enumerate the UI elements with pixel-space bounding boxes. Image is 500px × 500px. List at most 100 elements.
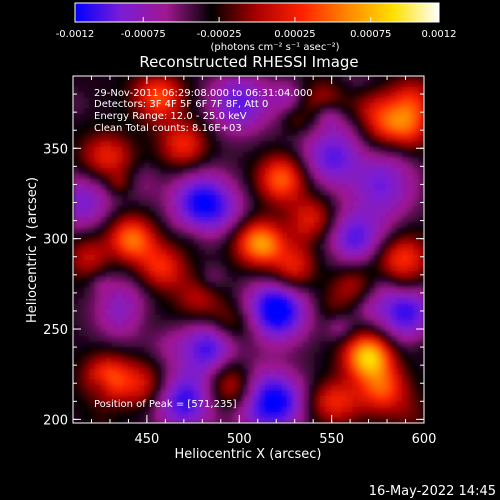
heatmap-cell bbox=[138, 97, 145, 104]
heatmap-cell bbox=[243, 238, 250, 245]
heatmap-cell bbox=[188, 412, 195, 419]
heatmap-cell bbox=[336, 368, 343, 375]
heatmap-cell bbox=[127, 390, 134, 397]
heatmap-cell bbox=[330, 309, 337, 316]
heatmap-cell bbox=[111, 336, 118, 343]
heatmap-cell bbox=[347, 216, 354, 223]
heatmap-cell bbox=[171, 395, 178, 402]
heatmap-cell bbox=[237, 347, 244, 354]
heatmap-cell bbox=[380, 336, 387, 343]
heatmap-cell bbox=[221, 319, 228, 326]
heatmap-cell bbox=[352, 341, 359, 348]
heatmap-cell bbox=[78, 162, 85, 169]
heatmap-cell bbox=[418, 412, 424, 419]
heatmap-cell bbox=[177, 271, 184, 278]
heatmap-cell bbox=[281, 357, 288, 364]
heatmap-cell bbox=[199, 292, 206, 299]
heatmap-cell bbox=[243, 168, 250, 175]
heatmap-cell bbox=[188, 363, 195, 370]
heatmap-cell bbox=[330, 249, 337, 256]
heatmap-cell bbox=[94, 113, 102, 120]
heatmap-cell bbox=[94, 81, 102, 88]
heatmap-cell bbox=[402, 113, 409, 120]
heatmap-cell bbox=[396, 347, 403, 354]
heatmap-cell bbox=[122, 108, 129, 115]
heatmap-cell bbox=[407, 309, 414, 316]
heatmap-cell bbox=[171, 162, 178, 169]
heatmap-cell bbox=[418, 352, 424, 359]
heatmap-cell bbox=[237, 206, 244, 213]
heatmap-cell bbox=[122, 211, 129, 218]
heatmap-cell bbox=[133, 211, 140, 218]
heatmap-cell bbox=[347, 282, 354, 289]
heatmap-cell bbox=[358, 271, 365, 278]
heatmap-cell bbox=[73, 168, 80, 175]
heatmap-cell bbox=[243, 417, 250, 423]
heatmap-cell bbox=[380, 401, 387, 408]
heatmap-cell bbox=[221, 173, 228, 180]
heatmap-cell bbox=[297, 206, 304, 213]
heatmap-cell bbox=[83, 412, 91, 419]
heatmap-cell bbox=[303, 319, 310, 326]
heatmap-cell bbox=[182, 162, 189, 169]
heatmap-cell bbox=[188, 189, 195, 196]
heatmap-cell bbox=[171, 124, 178, 131]
heatmap-cell bbox=[391, 135, 398, 142]
heatmap-cell bbox=[78, 195, 85, 202]
heatmap-cell bbox=[171, 390, 178, 397]
heatmap-cell bbox=[221, 179, 228, 186]
heatmap-cell bbox=[182, 184, 189, 191]
heatmap-cell bbox=[259, 260, 266, 267]
heatmap-cell bbox=[391, 97, 398, 104]
heatmap-cell bbox=[330, 298, 337, 305]
heatmap-cell bbox=[193, 162, 200, 169]
heatmap-cell bbox=[237, 292, 244, 299]
heatmap-cell bbox=[160, 157, 167, 164]
heatmap-cell bbox=[391, 254, 398, 261]
heatmap-cell bbox=[182, 330, 189, 337]
heatmap-cell bbox=[292, 395, 299, 402]
heatmap-cell bbox=[270, 151, 277, 158]
heatmap-cell bbox=[391, 189, 398, 196]
heatmap-cell bbox=[253, 238, 261, 245]
heatmap-cell bbox=[396, 303, 403, 310]
heatmap-cell bbox=[155, 276, 162, 283]
heatmap-cell bbox=[177, 249, 184, 256]
heatmap-cell bbox=[78, 97, 85, 104]
heatmap-cell bbox=[286, 271, 293, 278]
heatmap-cell bbox=[325, 379, 332, 386]
heatmap-cell bbox=[105, 276, 112, 283]
heatmap-cell bbox=[215, 168, 222, 175]
heatmap-cell bbox=[237, 374, 244, 381]
heatmap-cell bbox=[204, 206, 211, 213]
heatmap-cell bbox=[319, 417, 326, 423]
heatmap-cell bbox=[127, 151, 134, 158]
heatmap-cell bbox=[204, 314, 211, 321]
heatmap-cell bbox=[138, 173, 145, 180]
heatmap-cell bbox=[286, 336, 293, 343]
heatmap-cell bbox=[253, 113, 261, 120]
heatmap-cell bbox=[78, 357, 85, 364]
heatmap-cell bbox=[155, 314, 162, 321]
heatmap-cell bbox=[133, 130, 140, 137]
heatmap-cell bbox=[270, 222, 277, 229]
heatmap-cell bbox=[89, 319, 96, 326]
heatmap-cell bbox=[325, 227, 332, 234]
heatmap-cell bbox=[341, 298, 348, 305]
heatmap-cell bbox=[391, 86, 398, 93]
heatmap-cell bbox=[369, 130, 376, 137]
heatmap-cell bbox=[166, 244, 173, 251]
heatmap-cell bbox=[253, 276, 261, 283]
heatmap-cell bbox=[182, 81, 189, 88]
heatmap-cell bbox=[127, 157, 134, 164]
heatmap-cell bbox=[248, 395, 255, 402]
heatmap-cell bbox=[407, 352, 414, 359]
heatmap-cell bbox=[363, 298, 370, 305]
heatmap-cell bbox=[78, 151, 85, 158]
heatmap-cell bbox=[253, 385, 261, 392]
heatmap-cell bbox=[127, 238, 134, 245]
heatmap-cell bbox=[363, 309, 370, 316]
heatmap-cell bbox=[374, 189, 381, 196]
heatmap-cell bbox=[94, 189, 102, 196]
heatmap-cell bbox=[363, 385, 370, 392]
